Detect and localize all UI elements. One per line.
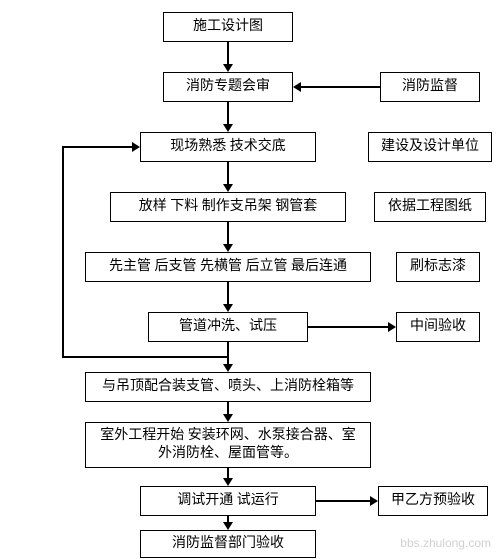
edge — [308, 326, 388, 328]
edge — [227, 102, 229, 124]
node-s3: 依据工程图纸 — [374, 192, 486, 222]
node-n7: 与吊顶配合装支管、喷头、上消防栓箱等 — [85, 372, 371, 402]
edge — [227, 468, 229, 478]
edge-loop-h2 — [62, 146, 132, 148]
node-n10: 消防监督部门验收 — [140, 530, 316, 558]
node-n8: 室外工程开始 安装环网、水泵接合器、室外消防栓、屋面管等。 — [85, 422, 371, 468]
edge — [300, 86, 380, 88]
node-s1: 消防监督 — [380, 72, 480, 102]
node-label: 刷标志漆 — [410, 258, 466, 276]
arrow-left-icon — [293, 82, 301, 92]
node-label: 消防监督部门验收 — [172, 535, 284, 553]
node-n4: 放样 下料 制作支吊架 钢管套 — [110, 192, 346, 222]
edge — [227, 402, 229, 414]
arrow-right-icon — [388, 322, 396, 332]
arrow-down-icon — [223, 124, 233, 132]
arrow-right-icon — [132, 142, 140, 152]
node-label: 放样 下料 制作支吊架 钢管套 — [139, 198, 318, 216]
node-label: 建设及设计单位 — [381, 138, 479, 156]
edge-loop-h — [62, 356, 229, 358]
node-s5: 中间验收 — [396, 312, 480, 342]
node-label: 中间验收 — [410, 318, 466, 336]
edge — [316, 500, 370, 502]
node-label: 消防专题会审 — [186, 78, 270, 96]
arrow-down-icon — [223, 304, 233, 312]
edge — [227, 282, 229, 304]
node-n6: 管道冲洗、试压 — [148, 312, 308, 342]
watermark: bbs.zhulong.com — [400, 536, 491, 550]
edge — [227, 162, 229, 184]
node-n3: 现场熟悉 技术交底 — [140, 132, 316, 162]
node-label: 施工设计图 — [193, 18, 263, 36]
node-s2: 建设及设计单位 — [368, 132, 492, 162]
node-label: 甲乙方预验收 — [391, 492, 475, 510]
node-label: 依据工程图纸 — [388, 198, 472, 216]
node-n2: 消防专题会审 — [163, 72, 293, 102]
edge-loop-v — [62, 146, 64, 358]
node-label: 调试开通 试运行 — [177, 492, 279, 510]
node-s6: 甲乙方预验收 — [378, 486, 488, 516]
node-n9: 调试开通 试运行 — [140, 486, 316, 516]
node-n1: 施工设计图 — [163, 12, 293, 42]
arrow-down-icon — [223, 184, 233, 192]
arrow-down-icon — [223, 64, 233, 72]
node-label: 消防监督 — [402, 78, 458, 96]
node-s4: 刷标志漆 — [396, 252, 480, 282]
node-label: 现场熟悉 技术交底 — [170, 138, 286, 156]
watermark-text: bbs.zhulong.com — [400, 536, 491, 550]
edge — [227, 222, 229, 244]
arrow-right-icon — [370, 496, 378, 506]
edge — [227, 42, 229, 64]
node-n5: 先主管 后支管 先横管 后立管 最后连通 — [85, 252, 371, 282]
node-label: 先主管 后支管 先横管 后立管 最后连通 — [109, 258, 347, 276]
edge — [227, 342, 229, 364]
arrow-down-icon — [223, 414, 233, 422]
arrow-down-icon — [223, 364, 233, 372]
node-label: 与吊顶配合装支管、喷头、上消防栓箱等 — [102, 378, 354, 396]
arrow-down-icon — [223, 478, 233, 486]
arrow-down-icon — [223, 522, 233, 530]
node-label: 室外工程开始 安装环网、水泵接合器、室外消防栓、屋面管等。 — [94, 427, 362, 463]
arrow-down-icon — [223, 244, 233, 252]
node-label: 管道冲洗、试压 — [179, 318, 277, 336]
